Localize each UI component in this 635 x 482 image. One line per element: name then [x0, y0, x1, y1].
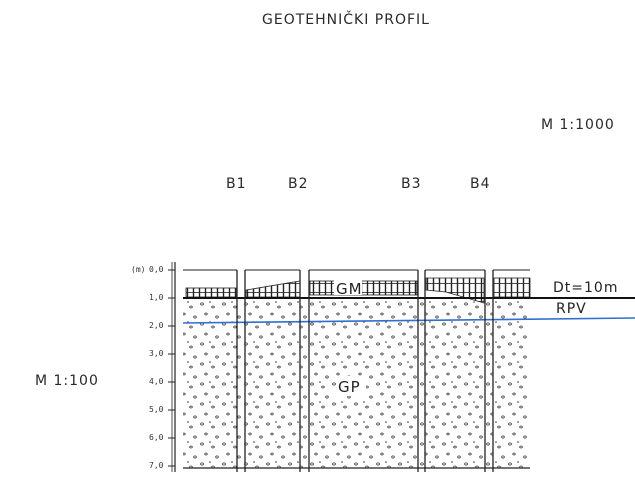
depth-axis-unit: (m)	[131, 265, 145, 274]
gm-layer-label: GM	[336, 280, 363, 298]
terrain-level-label: Dt=10m	[553, 280, 618, 296]
vertical-scale-label: M 1:100	[35, 373, 99, 389]
borehole-label-b1: B1	[226, 176, 247, 192]
groundwater-label: RPV	[556, 301, 587, 317]
borehole-label-b4: B4	[470, 176, 491, 192]
borehole-label-b3: B3	[401, 176, 422, 192]
depth-tick-6: 6,0	[149, 433, 164, 442]
depth-tick-2: 2,0	[149, 321, 164, 330]
borehole-label-b2: B2	[288, 176, 309, 192]
depth-tick-4: 4,0	[149, 377, 164, 386]
gm-silty-gravel-layer: GM	[185, 277, 531, 304]
diagram-title: GEOTEHNIČKI PROFIL	[262, 12, 430, 28]
depth-tick-3: 3,0	[149, 349, 164, 358]
depth-axis: (m) 0,0 1,0 2,0 3,0 4,0 5,0 6,0 7,0	[131, 262, 176, 472]
depth-tick-1: 1,0	[149, 293, 164, 302]
depth-tick-5: 5,0	[149, 405, 164, 414]
depth-tick-7: 7,0	[149, 461, 164, 470]
horizontal-scale-label: M 1:1000	[541, 117, 615, 133]
borehole-walls	[236, 270, 494, 472]
depth-tick-0: 0,0	[149, 265, 164, 274]
gp-layer-label: GP	[338, 378, 361, 396]
groundwater-line	[182, 317, 635, 324]
